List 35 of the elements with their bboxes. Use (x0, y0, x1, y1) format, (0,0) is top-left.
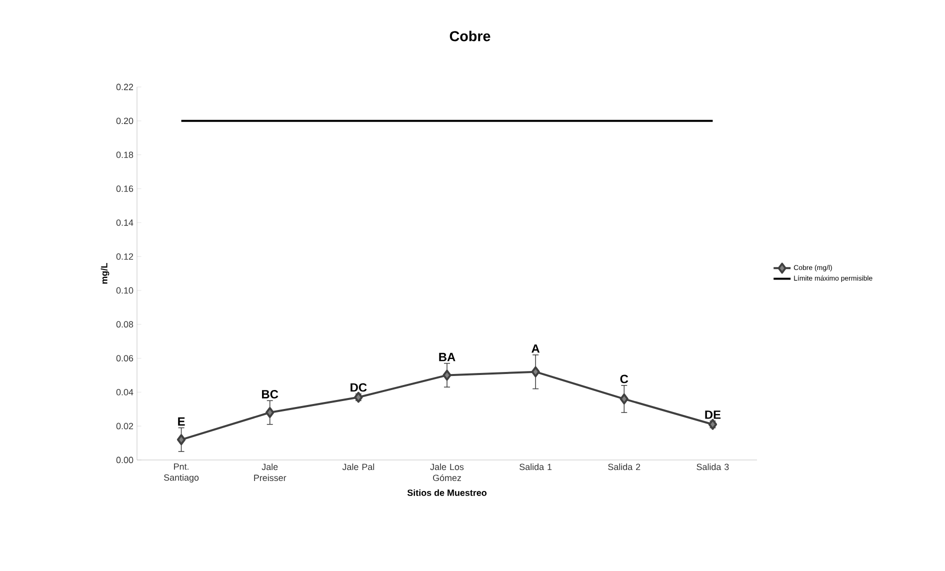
point (708, 418, 718, 430)
y-tick-label: 0.06 (116, 355, 134, 362)
y-tick-label: 0.00 (116, 456, 134, 464)
point (266, 407, 274, 418)
annotation: A (532, 344, 540, 353)
y-tick-label: 0.08 (116, 321, 134, 328)
x-tick-label: Salida 2 (608, 464, 640, 470)
x-tick-label: Salida 3 (696, 464, 729, 470)
chart-title: Cobre (450, 30, 490, 42)
annotation: DC (350, 383, 367, 392)
y-tick-label: 0.04 (116, 388, 134, 396)
y-axis-title: mg/L (100, 263, 110, 284)
y-tick-label: 0.22 (116, 84, 134, 90)
annotation: E (178, 417, 185, 426)
y-tick-label: 0.12 (116, 253, 134, 260)
point (176, 434, 186, 446)
point (531, 366, 540, 378)
annotation: C (620, 374, 628, 384)
x-tick-label: Salida 1 (520, 464, 552, 470)
y-tick-label: 0.02 (116, 422, 134, 430)
y-tick-label: 0.16 (116, 186, 134, 192)
x-tick-label: Pnt. Santiago (164, 464, 199, 482)
y-tick-label: 0.10 (116, 287, 134, 294)
y-tick-label: 0.20 (116, 118, 134, 124)
annotation: BA (439, 352, 456, 362)
annotation: DE (705, 410, 721, 419)
x-tick-label: Jale Los Gómez (430, 464, 464, 482)
x-tick-label: Jale Preisser (254, 464, 286, 482)
annotation: BC (262, 390, 278, 398)
y-tick-label: 0.14 (116, 219, 134, 226)
point (442, 370, 452, 381)
point (620, 393, 629, 404)
x-tick-label: Jale Pal (342, 464, 374, 470)
x-axis-title: Sitios de Muestreo (407, 489, 487, 496)
y-tick-label: 0.18 (116, 152, 134, 158)
